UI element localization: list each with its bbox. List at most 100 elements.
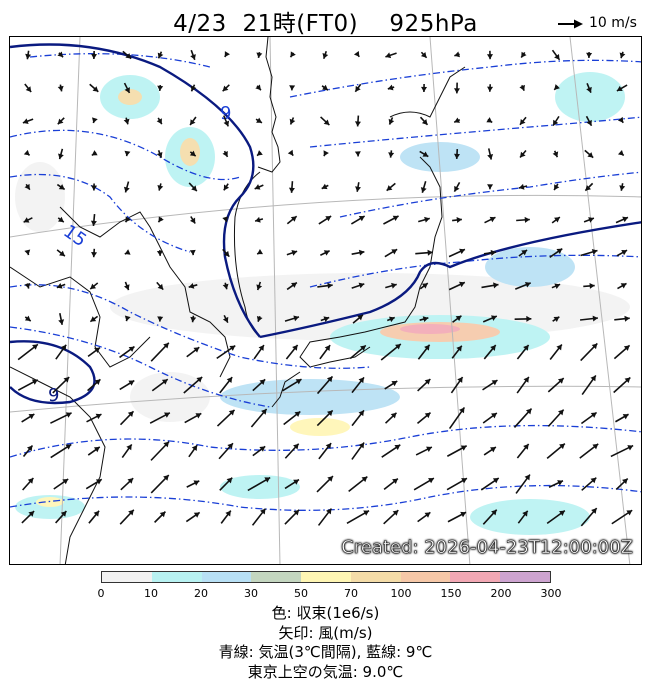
wind-arrow-head (128, 346, 135, 352)
wind-arrow-head (291, 250, 298, 256)
wind-arrow-head (157, 283, 164, 290)
wind-arrow-head (454, 51, 460, 58)
wind-arrow-head (93, 446, 100, 453)
wind-arrow-head (57, 216, 64, 223)
wind-arrow-head (486, 117, 493, 123)
wind-arrow-head (60, 511, 67, 517)
wind-arrow-head (56, 283, 63, 289)
wind-arrow-head (424, 216, 430, 223)
wind-arrow-head (355, 85, 361, 92)
wind-arrow-head (91, 150, 98, 156)
wind-arrow-head (190, 119, 196, 126)
wind-arrow-head (519, 84, 525, 91)
wind-arrow-head (157, 52, 164, 59)
wind-arrow-head (128, 380, 135, 386)
colorbar-swatch (400, 572, 451, 582)
wind-arrow-head (553, 316, 560, 323)
wind-arrow-head (525, 408, 532, 415)
contour-label-north: 9 (220, 103, 231, 124)
wind-arrow-head (456, 217, 462, 223)
wind-arrow-head (461, 478, 467, 484)
wind-arrow-head (626, 510, 633, 516)
wind-arrow-head (190, 316, 197, 323)
wind-arrow-head (163, 475, 169, 481)
wind-arrow-head (91, 252, 98, 258)
wind-arrow-head (57, 118, 64, 125)
wind-arrow-head (392, 215, 399, 222)
wind-arrow-head (426, 446, 432, 452)
wind-arrow-head (28, 414, 35, 420)
wind-arrow-head (524, 474, 530, 481)
wind-arrow-head (93, 510, 100, 517)
wind-arrow-head (386, 185, 393, 191)
wind-arrow-head (592, 315, 598, 322)
wind-arrow-head (293, 509, 300, 516)
colorbar-swatch (350, 572, 401, 582)
wind-arrow-head (60, 344, 67, 351)
wind-arrow-head (65, 412, 72, 418)
wind-arrow-head (388, 152, 395, 158)
wind-arrow-head (390, 412, 397, 419)
colorbar-swatch (151, 572, 202, 582)
wind-arrow-head (391, 249, 398, 255)
wind-arrow-head (326, 508, 332, 515)
wind-arrow-head (125, 53, 132, 59)
wind-arrow-head (255, 216, 261, 223)
wind-arrow-head (25, 53, 32, 60)
wind-arrow-head (617, 149, 624, 156)
wind-arrow-head (126, 444, 132, 451)
colorbar-tick-label: 30 (244, 587, 258, 600)
wind-arrow-head (157, 185, 164, 191)
wind-arrow-head (590, 375, 596, 382)
wind-arrow-head (490, 447, 496, 453)
wind-arrow-head (586, 86, 592, 93)
wind-arrow-head (358, 216, 365, 222)
wind-arrow-head (58, 153, 64, 160)
wind-arrow-head (256, 52, 263, 58)
wind-arrow-head (624, 315, 630, 322)
wind-arrow-head (26, 445, 33, 452)
wind-arrow-head (357, 314, 363, 321)
title-time: 21時(FT0) (242, 11, 359, 37)
wind-arrow-head (32, 344, 38, 350)
wind-arrow-head (293, 443, 299, 450)
wind-arrow-head (163, 441, 169, 448)
wind-arrow-head (523, 444, 529, 450)
wind-arrow-head (590, 477, 597, 484)
wind-arrow-head (327, 410, 333, 417)
wind-arrow-head (358, 377, 364, 384)
colorbar-swatch (201, 572, 252, 582)
wind-arrow-head (289, 85, 296, 91)
wind-arrow-head (157, 85, 164, 91)
colorbar-swatch (500, 572, 551, 582)
wind-arrow-head (623, 345, 630, 351)
wind-arrow-head (619, 52, 626, 59)
wind-arrow-head (592, 443, 599, 450)
wind-arrow-head (358, 282, 365, 289)
wind-arrow-head (127, 478, 134, 484)
wind-arrow-head (556, 344, 562, 351)
wind-arrow-head (589, 282, 595, 289)
wind-arrow-head (222, 85, 229, 92)
wind-arrow-head (491, 412, 497, 419)
wind-arrow-head (156, 118, 162, 125)
wind-arrow-head (424, 379, 431, 385)
wind-arrow-head (324, 345, 331, 351)
wind-arrow-head (327, 282, 333, 289)
wind-arrow-head (523, 344, 529, 351)
wind-arrow-head (619, 185, 626, 191)
wind-arrow-head (388, 316, 395, 323)
wind-arrow-head (520, 151, 526, 158)
wind-arrow-head (422, 316, 429, 323)
wind-arrow-head (325, 216, 332, 222)
wind-arrow-head (260, 508, 266, 515)
wind-arrow-head (289, 118, 296, 125)
wind-arrow-head (288, 187, 295, 193)
colorbar-tick-label: 10 (144, 587, 158, 600)
colorbar-tick-label: 20 (194, 587, 208, 600)
wind-arrow-head (258, 345, 264, 351)
wind-arrow-head (164, 412, 170, 418)
wind-arrow-head (616, 85, 623, 92)
colorbar-tick-label: 70 (344, 587, 358, 600)
wind-arrow-head (557, 378, 564, 384)
